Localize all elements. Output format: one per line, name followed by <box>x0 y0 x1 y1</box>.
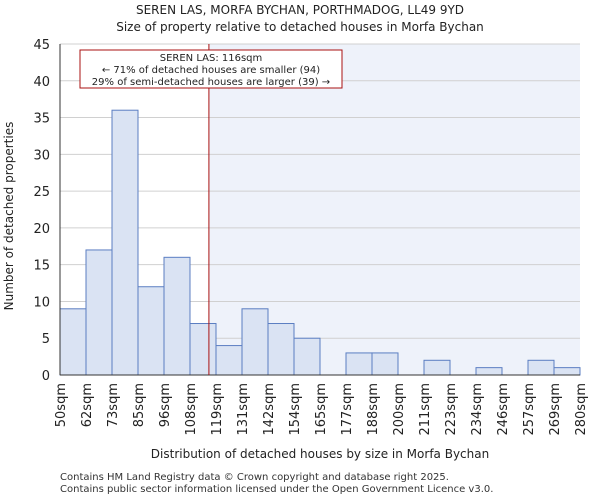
annotation-text: SEREN LAS: 116sqm <box>160 53 263 64</box>
histogram-bar <box>137 286 165 376</box>
y-tick-label: 0 <box>42 369 50 384</box>
shaded-region <box>208 44 580 375</box>
x-tick-label: 50sqm <box>54 383 69 427</box>
histogram-bar <box>527 359 555 376</box>
x-tick-label: 200sqm <box>392 383 407 436</box>
x-axis-label: Distribution of detached houses by size … <box>151 447 489 461</box>
histogram-chart: SEREN LAS, MORFA BYCHAN, PORTHMADOG, LL4… <box>2 3 589 461</box>
histogram-bar <box>345 352 373 376</box>
y-tick-label: 5 <box>42 332 50 347</box>
histogram-bar <box>163 256 191 376</box>
annotation-text: ← 71% of detached houses are smaller (94… <box>102 65 320 76</box>
x-tick-label: 257sqm <box>522 383 537 436</box>
y-tick-label: 20 <box>33 222 50 237</box>
x-tick-label: 119sqm <box>210 383 225 436</box>
histogram-bar <box>241 308 269 376</box>
y-tick-label: 40 <box>33 75 50 90</box>
annotation-box <box>79 49 343 89</box>
histogram-bar <box>111 109 139 376</box>
histogram-bar <box>371 352 399 376</box>
x-tick-label: 142sqm <box>262 383 277 436</box>
x-tick-label: 165sqm <box>314 383 329 436</box>
footer-line-1: Contains HM Land Registry data © Crown c… <box>60 472 449 483</box>
histogram-bar <box>189 323 217 376</box>
x-tick-label: 96sqm <box>158 383 173 427</box>
footer-line-2: Contains public sector information licen… <box>60 484 494 495</box>
plot-area: 0 5 10 15 20 25 30 35 40 45 50sqm 62sqm 73sqm 85sqm 96… <box>33 38 589 436</box>
x-tick-label: 85sqm <box>132 383 147 427</box>
y-tick-label: 45 <box>33 38 50 53</box>
histogram-bar <box>423 359 451 376</box>
chart-title: SEREN LAS, MORFA BYCHAN, PORTHMADOG, LL4… <box>136 3 464 17</box>
y-tick-label: 35 <box>33 112 50 127</box>
y-axis-label: Number of detached properties <box>2 122 16 311</box>
x-tick-label: 188sqm <box>366 383 381 436</box>
histogram-bar <box>85 249 113 376</box>
histogram-bar <box>553 367 581 376</box>
histogram-bar <box>293 337 321 376</box>
x-tick-label: 223sqm <box>444 383 459 436</box>
x-tick-label: 73sqm <box>106 383 121 427</box>
x-tick-label: 246sqm <box>496 383 511 436</box>
y-tick-label: 30 <box>33 148 50 163</box>
annotation-text: 29% of semi-detached houses are larger (… <box>92 77 330 88</box>
x-tick-label: 108sqm <box>184 383 199 436</box>
x-tick-label: 154sqm <box>288 383 303 436</box>
histogram-bar <box>215 345 243 376</box>
x-tick-label: 211sqm <box>418 383 433 436</box>
chart-subtitle: Size of property relative to detached ho… <box>116 20 484 34</box>
x-tick-label: 131sqm <box>236 383 251 436</box>
x-tick-label: 234sqm <box>470 383 485 436</box>
x-tick-label: 62sqm <box>80 383 95 427</box>
x-tick-label: 269sqm <box>548 383 563 436</box>
histogram-bar <box>475 367 503 376</box>
y-tick-label: 10 <box>33 295 50 310</box>
histogram-bar <box>59 308 87 376</box>
x-tick-label: 177sqm <box>340 383 355 436</box>
y-tick-label: 25 <box>33 185 50 200</box>
histogram-bar <box>267 323 295 376</box>
x-tick-label: 280sqm <box>574 383 589 436</box>
y-tick-label: 15 <box>33 259 50 274</box>
